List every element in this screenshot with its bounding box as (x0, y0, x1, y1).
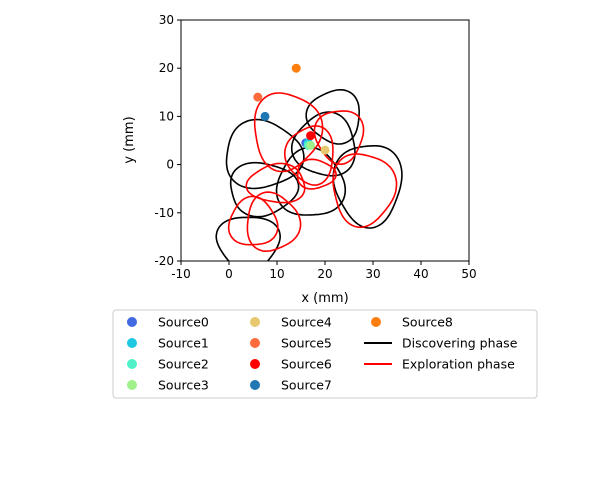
trajectories-layer (215, 89, 403, 261)
x-axis-label: x (mm) (301, 291, 348, 306)
trajectory-exploration-loop (227, 195, 279, 246)
y-axis-label: y (mm) (122, 116, 137, 163)
x-tick-label: 40 (413, 267, 428, 281)
y-tick-label: -20 (154, 254, 174, 268)
trajectory-discovering-loop (305, 89, 361, 145)
x-tick-label: 20 (317, 267, 332, 281)
trajectory-exploration-loop (284, 125, 334, 186)
legend-frame (112, 309, 538, 399)
legend-marker-source0 (127, 317, 137, 327)
trajectory-discovering-loop (215, 216, 282, 261)
legend-label-source0: Source0 (158, 315, 209, 330)
trajectory-discovering-loop (229, 161, 300, 218)
source-point-source3 (306, 140, 316, 150)
legend-label-source1: Source1 (158, 336, 209, 351)
x-axis: -10 0 10 20 30 40 50 (171, 261, 477, 281)
trajectory-exploration-loop (332, 153, 398, 229)
legend-label-discovering-phase: Discovering phase (402, 336, 518, 351)
legend-label-source2: Source2 (158, 357, 209, 372)
x-tick-label: 10 (269, 267, 284, 281)
trajectory-discovering-loop (275, 146, 347, 216)
source-point-source8 (291, 63, 301, 73)
legend-label-exploration-phase: Exploration phase (402, 357, 515, 372)
legend-marker-source5 (250, 338, 260, 348)
trajectory-discovering-loop (225, 118, 305, 190)
legend-marker-source8 (371, 317, 381, 327)
legend-label-source7: Source7 (281, 378, 332, 393)
trajectory-discovering-loop (290, 111, 356, 177)
legend-marker-source4 (250, 317, 260, 327)
source-point-source6 (306, 131, 316, 141)
y-axis: -20 -10 0 10 20 30 (154, 13, 181, 268)
y-tick-label: 10 (159, 109, 174, 123)
y-tick-label: -10 (154, 206, 174, 220)
legend-label-source4: Source4 (281, 315, 332, 330)
legend-marker-source6 (250, 359, 260, 369)
y-tick-label: 30 (159, 13, 174, 27)
y-tick-label: 0 (166, 158, 174, 172)
trajectory-exploration-loop (296, 158, 337, 190)
x-tick-label: 30 (365, 267, 380, 281)
legend-marker-source3 (127, 380, 137, 390)
legend-marker-source7 (250, 380, 260, 390)
plot-frame (180, 19, 470, 262)
source-points-layer (253, 63, 330, 155)
trajectory-exploration-loop (246, 191, 302, 253)
legend-label-source5: Source5 (281, 336, 332, 351)
x-tick-label: -10 (171, 267, 191, 281)
source-point-source4 (320, 145, 330, 155)
x-tick-label: 0 (225, 267, 233, 281)
legend-label-source8: Source8 (402, 315, 453, 330)
legend-label-source6: Source6 (281, 357, 332, 372)
legend-label-source3: Source3 (158, 378, 209, 393)
y-tick-label: 20 (159, 61, 174, 75)
x-tick-label: 50 (461, 267, 476, 281)
source-point-source7 (260, 111, 270, 121)
legend-marker-source1 (127, 338, 137, 348)
source-point-source5 (253, 92, 263, 102)
legend: Source0 Source1 Source2 Source3 Source4 Sourc… (112, 309, 538, 399)
trajectory-exploration-loop (245, 162, 306, 204)
legend-marker-source2 (127, 359, 137, 369)
